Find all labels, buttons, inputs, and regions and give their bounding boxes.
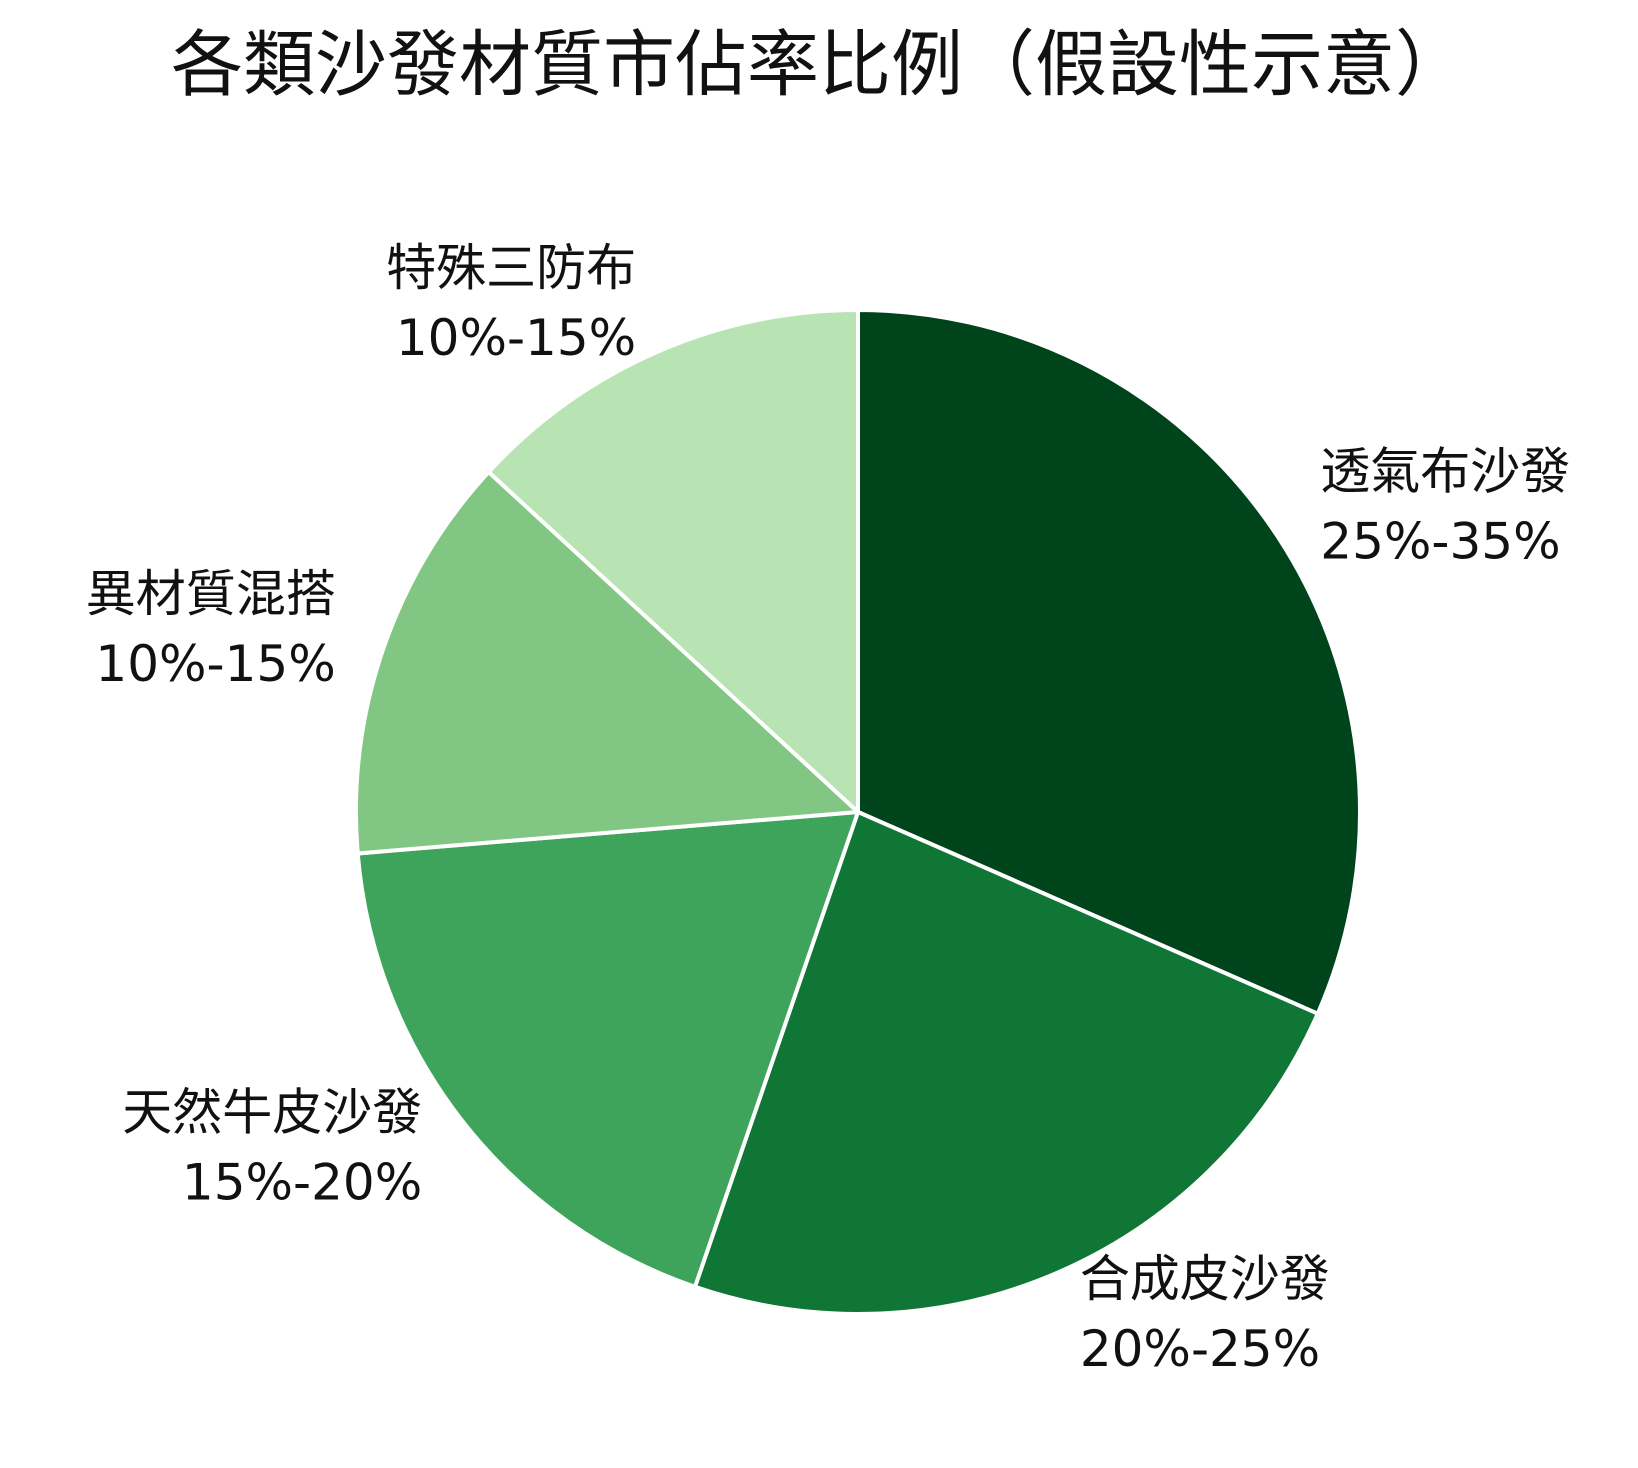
slice-value-label: 10%-15% xyxy=(396,309,636,367)
slice-value-label: 20%-25% xyxy=(1080,1320,1320,1378)
pie-slice xyxy=(486,308,860,814)
slice-label: 合成皮沙發 xyxy=(1080,1250,1330,1308)
pie-slice xyxy=(354,470,860,856)
slice-label: 異材質混搭 xyxy=(86,565,336,623)
pie-slice xyxy=(355,810,860,1289)
pie-slice xyxy=(693,810,1320,1316)
slice-value-label: 25%-35% xyxy=(1320,512,1560,570)
slice-label: 特殊三防布 xyxy=(386,239,636,297)
chart-title: 各類沙發材質市佔率比例（假設性示意） xyxy=(171,23,1467,107)
slice-label: 天然牛皮沙發 xyxy=(122,1084,422,1142)
slice-value-label: 10%-15% xyxy=(95,635,335,693)
slice-label: 透氣布沙發 xyxy=(1320,442,1570,500)
slice-value-label: 15%-20% xyxy=(182,1154,422,1212)
pie-slice xyxy=(856,308,1362,1016)
